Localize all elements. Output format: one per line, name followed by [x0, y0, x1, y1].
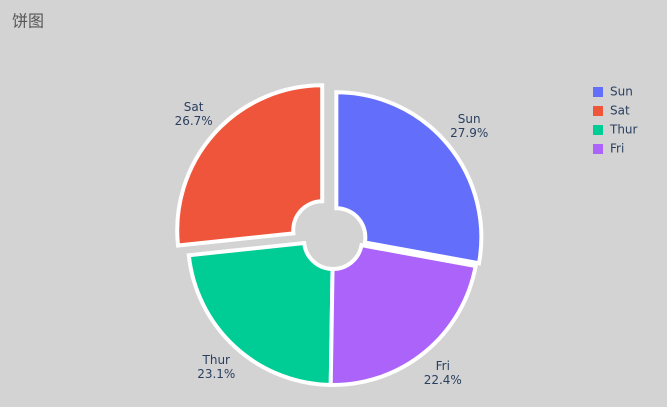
pie-slice	[186, 240, 335, 388]
slice-value-label: 23.1%	[197, 367, 235, 381]
legend-swatch[interactable]	[593, 87, 603, 97]
pie-slice	[328, 242, 478, 387]
slice-value-label: 22.4%	[424, 373, 462, 387]
chart-title: 饼图	[12, 12, 44, 31]
legend-swatch[interactable]	[593, 144, 603, 154]
pie-slice	[334, 90, 484, 266]
legend-swatch[interactable]	[593, 125, 603, 135]
legend-label[interactable]: Thur	[609, 123, 638, 137]
pie-slice	[175, 83, 325, 248]
legend-label[interactable]: Sun	[610, 85, 633, 99]
legend-label[interactable]: Fri	[610, 142, 624, 156]
slice-value-label: 27.9%	[450, 126, 488, 140]
legend-label[interactable]: Sat	[610, 104, 630, 118]
slice-label: Fri	[436, 359, 450, 373]
legend-swatch[interactable]	[593, 106, 603, 116]
slice-value-label: 26.7%	[175, 114, 213, 128]
slice-label: Sun	[458, 112, 481, 126]
slice-label: Thur	[202, 353, 231, 367]
slice-label: Sat	[184, 100, 204, 114]
